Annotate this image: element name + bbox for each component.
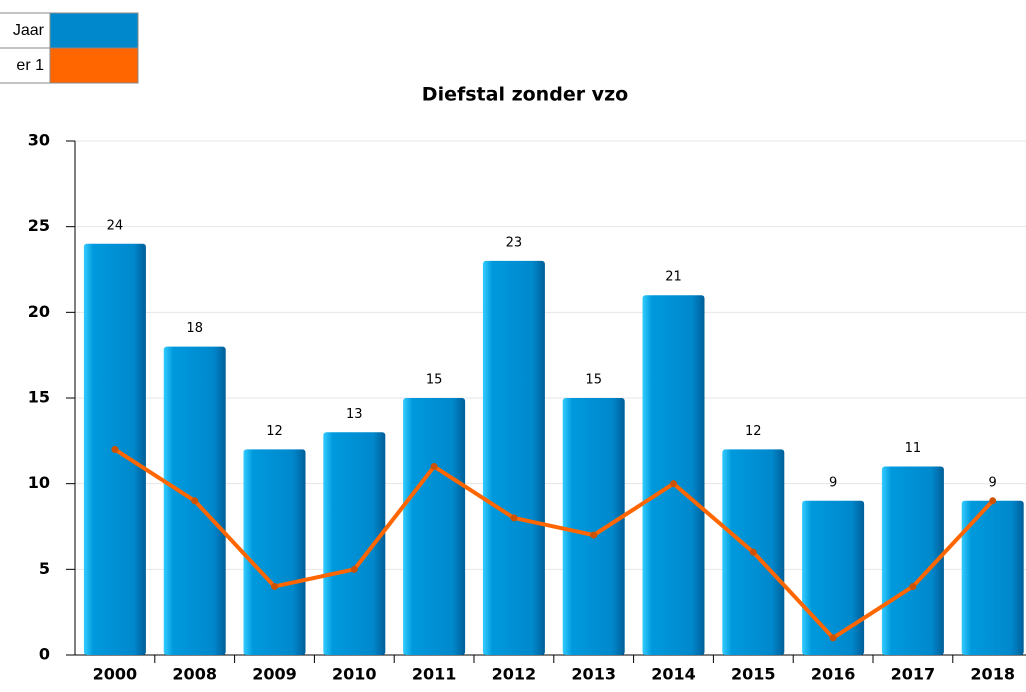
bar — [403, 398, 466, 655]
legend-label: er 1 — [16, 57, 44, 74]
y-tick-label: 0 — [39, 645, 50, 664]
x-tick-label: 2017 — [891, 665, 936, 684]
x-tick-label: 2015 — [731, 665, 776, 684]
x-tick-label: 2013 — [571, 665, 616, 684]
bar — [642, 295, 705, 655]
x-tick-label: 2018 — [970, 665, 1015, 684]
data-label: 15 — [585, 373, 602, 388]
bar — [243, 449, 306, 655]
bar — [802, 500, 865, 655]
data-label: 13 — [346, 407, 363, 422]
line-point — [430, 463, 438, 471]
bar — [961, 500, 1024, 655]
x-tick-label: 2008 — [172, 665, 217, 684]
bar — [562, 398, 625, 655]
legend-label: Jaar — [13, 22, 45, 39]
line-point — [191, 497, 199, 505]
line-point — [350, 565, 358, 573]
data-label: 12 — [745, 424, 762, 439]
bar — [881, 466, 944, 655]
line-point — [510, 514, 518, 522]
y-tick-label: 15 — [28, 388, 50, 407]
y-tick-label: 30 — [28, 131, 50, 150]
chart-title: Diefstal zonder vzo — [422, 84, 628, 106]
y-tick-label: 25 — [28, 216, 50, 235]
data-label: 24 — [107, 218, 124, 233]
x-tick-label: 2000 — [93, 665, 138, 684]
data-label: 11 — [905, 441, 922, 456]
line-point — [989, 497, 997, 505]
line-point — [590, 531, 598, 539]
data-label: 18 — [186, 321, 203, 336]
data-label: 23 — [506, 235, 523, 250]
y-tick-label: 10 — [28, 473, 50, 492]
line-point — [749, 548, 757, 556]
line-point — [670, 480, 677, 488]
line-point — [829, 634, 837, 642]
x-tick-label: 2016 — [811, 665, 856, 684]
x-tick-label: 2009 — [252, 665, 297, 684]
y-tick-label: 5 — [39, 559, 50, 578]
data-label: 9 — [989, 475, 997, 490]
x-tick-label: 2011 — [412, 665, 457, 684]
line-point — [271, 582, 278, 590]
x-tick-label: 2010 — [332, 665, 377, 684]
line-point — [111, 445, 119, 453]
line-point — [909, 582, 917, 590]
legend-swatch — [49, 12, 139, 49]
y-tick-label: 20 — [28, 302, 50, 321]
bar — [482, 260, 545, 655]
bar — [323, 432, 386, 655]
x-tick-label: 2014 — [651, 665, 696, 684]
x-tick-label: 2012 — [492, 665, 537, 684]
data-label: 15 — [426, 373, 443, 388]
data-label: 9 — [829, 475, 837, 490]
line — [113, 447, 995, 641]
legend-swatch — [49, 47, 139, 84]
data-label: 12 — [266, 424, 283, 439]
data-label: 21 — [665, 270, 682, 285]
